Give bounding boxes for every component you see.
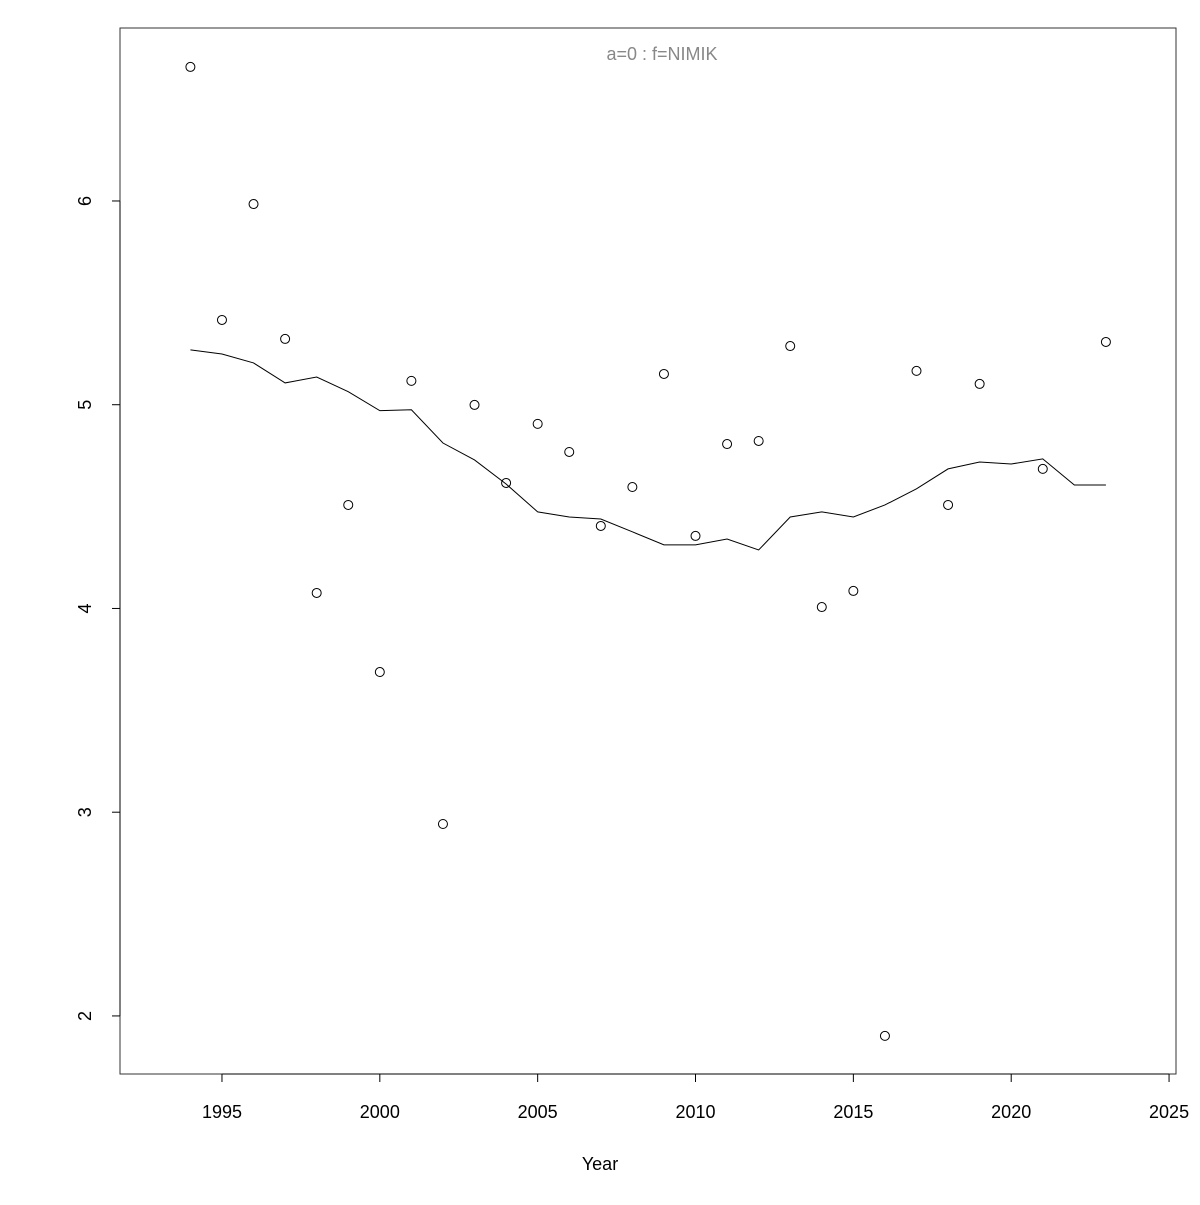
data-point — [879, 1030, 890, 1041]
data-point — [943, 499, 954, 510]
smooth-line — [190, 349, 1106, 551]
data-point — [501, 477, 512, 488]
data-point — [658, 368, 669, 379]
x-tick-label: 2005 — [518, 1102, 558, 1122]
data-point — [437, 819, 448, 830]
data-point — [848, 585, 859, 596]
data-point — [406, 375, 417, 386]
x-tick-label: 2000 — [360, 1102, 400, 1122]
y-tick-label: 5 — [75, 400, 95, 410]
data-point — [469, 399, 480, 410]
y-tick-label: 6 — [75, 196, 95, 206]
x-axis-label: Year — [582, 1154, 618, 1174]
x-tick-label: 1995 — [202, 1102, 242, 1122]
data-point — [374, 667, 385, 678]
y-tick-label: 2 — [75, 1011, 95, 1021]
data-point — [248, 199, 259, 210]
data-point — [216, 314, 227, 325]
x-tick-label: 2020 — [991, 1102, 1031, 1122]
y-tick-label: 4 — [75, 603, 95, 613]
data-point — [816, 602, 827, 613]
data-point — [690, 530, 701, 541]
x-tick-label: 2015 — [833, 1102, 873, 1122]
data-point — [753, 435, 764, 446]
data-point — [532, 418, 543, 429]
x-tick-label: 2010 — [675, 1102, 715, 1122]
data-point — [564, 446, 575, 457]
data-point — [785, 341, 796, 352]
data-point — [343, 499, 354, 510]
y-tick-label: 3 — [75, 807, 95, 817]
data-point — [911, 365, 922, 376]
x-tick-label: 2025 — [1149, 1102, 1189, 1122]
data-point — [1100, 336, 1111, 347]
data-point — [185, 61, 196, 72]
data-point — [1037, 463, 1048, 474]
data-point — [280, 333, 291, 344]
data-point — [311, 587, 322, 598]
data-point — [595, 520, 606, 531]
data-point — [722, 439, 733, 450]
chart-title: a=0 : f=NIMIK — [606, 44, 717, 64]
data-point — [974, 378, 985, 389]
data-point — [627, 482, 638, 493]
